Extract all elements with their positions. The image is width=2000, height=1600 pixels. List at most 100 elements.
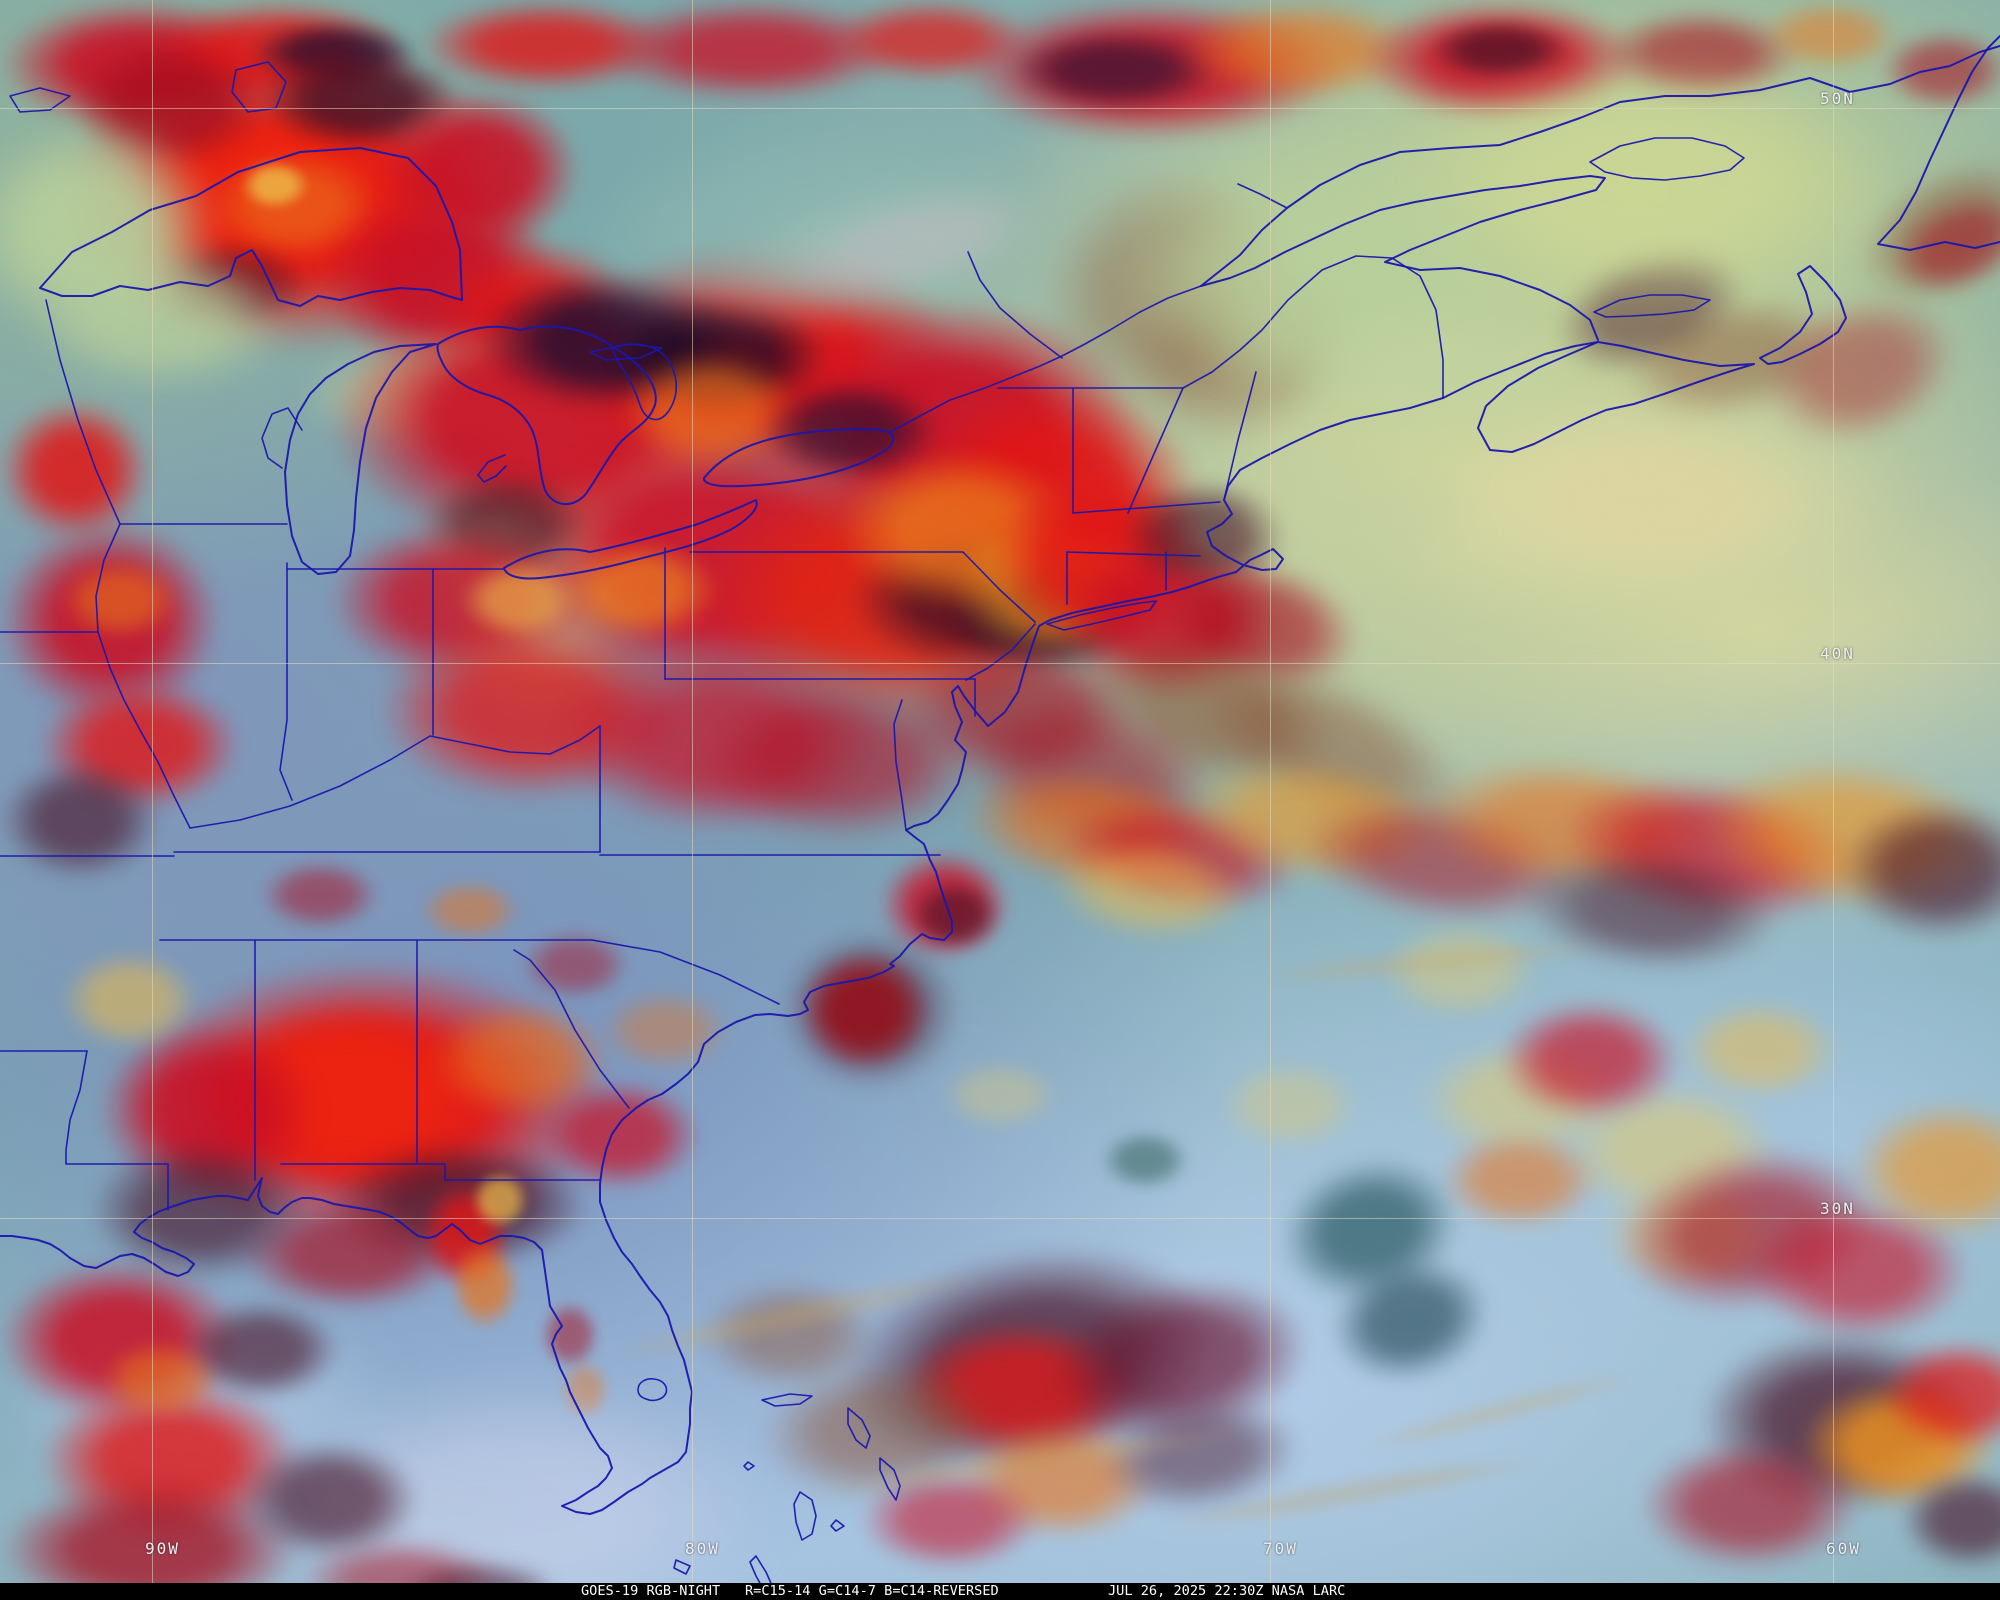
cloud-blob [0,400,150,540]
cloud-blob [700,1280,880,1390]
cloud-blob [540,1300,600,1370]
state-border-ma-south [1066,551,1201,557]
nova-scotia-outline [1477,341,1755,453]
anticosti-island [1589,137,1745,181]
bay-of-fundy-shore [1442,341,1599,399]
state-border-il-in [279,562,293,801]
grand-bahama-outline [761,1393,813,1407]
cloud-blob [460,560,580,640]
grid-label-70W: 70W [1263,1539,1298,1558]
prince-edward-island [1593,294,1711,318]
gridline-meridian-80W [692,0,693,1583]
state-border-ny-pa [689,551,1036,623]
cloud-blob [600,990,730,1070]
state-border-ms-la [65,1050,169,1211]
cloud-blob [1300,300,1600,460]
saginaw-bay-notch [477,454,507,483]
grid-label-60W: 60W [1826,1539,1861,1558]
green-bay-outline [261,407,303,469]
cloud-blob [60,950,200,1050]
gridline-parallel-50N [0,108,2000,109]
caption-product-label: GOES-19 RGB-NIGHT [581,1583,721,1599]
ohio-river-border [189,725,601,829]
cloud-blob [450,1240,520,1330]
bimini-outline [743,1461,755,1471]
st-lawrence-north-shore [1200,45,2000,287]
gridline-meridian-90W [152,0,153,1583]
abaco-outline [847,1407,871,1449]
long-island-outline [1046,600,1157,631]
cloud-blob [1440,1130,1600,1230]
state-border-vt-nh [1127,387,1184,514]
gridline-meridian-70W [1270,0,1271,1583]
cloud-blob [540,1080,700,1190]
cloud-blob [60,560,180,640]
state-border-fl-north [280,1163,601,1181]
keys-outline [673,1559,691,1575]
lake-huron-outline [436,325,657,505]
manitoulin-island [589,343,663,361]
cloud-blob [560,540,720,640]
cloud-blob [260,860,380,930]
gaspe-south-shore [1200,175,1606,341]
state-border-nc-sc [591,939,780,1005]
cloud-blob [1880,1340,2000,1450]
caption-datetime-credit: JUL 26, 2025 22:30Z NASA LARC [1108,1583,1346,1599]
cloud-blob [1100,1130,1190,1190]
lake-erie-outline [503,499,758,580]
state-border-nh-me [1223,371,1257,501]
cloud-blob [1840,800,2000,940]
cloud-blob [1850,1100,2000,1240]
cloud-blob [100,1340,220,1420]
cloud-blob [940,1060,1060,1130]
grid-label-40N: 40N [1820,644,1855,663]
cloud-blob [1680,1000,1840,1100]
state-border-nj-pa [965,623,1036,681]
caption-channels-label: R=C15-14 G=C14-7 B=C14-REVERSED [745,1583,999,1599]
grid-label-50N: 50N [1820,89,1855,108]
lake-superior-outline [39,147,463,307]
lake-michigan-outline [284,343,437,575]
cloud-blob [1640,1440,1860,1570]
cay-outline [830,1519,845,1532]
georgian-bay-outline [611,343,678,421]
mississippi-river-border [95,523,191,829]
state-border-ga-sc [513,949,630,1109]
east-coast [0,397,1444,1515]
cloud-blob [1380,920,1540,1020]
gridline-meridian-60W [1833,0,1834,1583]
st-lawrence-river [889,285,1202,433]
cloud-blob [420,880,520,940]
saguenay-river [1237,183,1288,209]
cloud-blob [910,880,1000,950]
cuba-coast-fragment [749,1555,772,1583]
cloud-blob [1500,1000,1680,1120]
cloud-blob [400,1560,560,1583]
cloud-blob [1220,1060,1360,1150]
cloud-blob [0,760,160,880]
lake-of-the-woods [9,87,71,113]
grid-label-80W: 80W [685,1539,720,1558]
state-border-wi-west [45,299,121,525]
eleuthera-outline [879,1457,901,1501]
andros-outline [793,1491,817,1541]
lake-okeechobee [637,1378,668,1402]
chesapeake-bay [893,699,907,831]
maine-quebec-border [1182,255,1444,399]
gridline-parallel-30N [0,1218,2000,1219]
lake-ontario-outline [702,428,895,488]
gridline-parallel-40N [0,663,2000,664]
grid-label-30N: 30N [1820,1199,1855,1218]
cloud-blob [30,250,290,390]
border-on-qc [967,251,1063,359]
cloud-blob [1760,0,1900,70]
state-border-ma-north [1072,501,1221,514]
grid-label-90W: 90W [145,1539,180,1558]
cloud-blob [520,930,630,1000]
cloud-blob [1880,30,2000,110]
cloud-blob [860,1470,1040,1570]
